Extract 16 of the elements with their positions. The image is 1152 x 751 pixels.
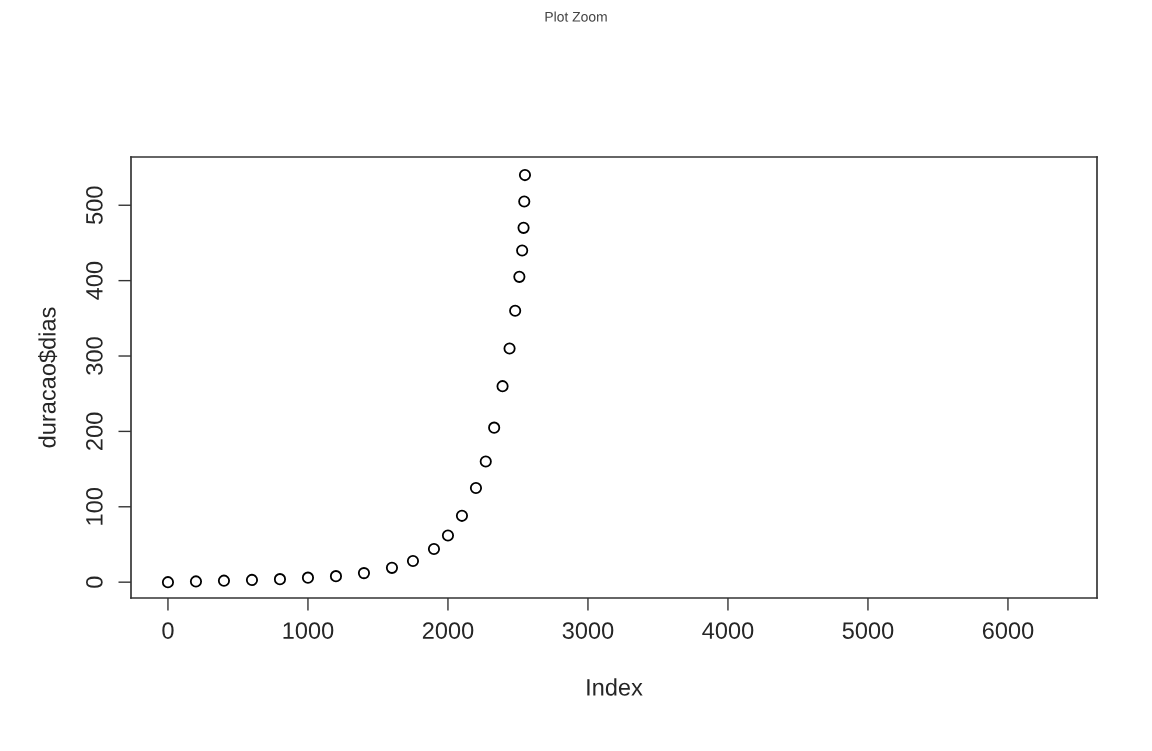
y-tick-label: 400 [86, 261, 103, 300]
x-tick-label: 1000 [283, 622, 334, 639]
y-tick-label: 500 [86, 186, 103, 224]
x-tick-label: 4000 [702, 622, 754, 639]
x-tick-label: 2000 [422, 622, 474, 639]
x-tick-label: 6000 [982, 622, 1034, 639]
x-tick-label: 3000 [562, 622, 614, 639]
x-tick-label: 0 [162, 622, 174, 639]
y-tick-label: 300 [86, 337, 103, 375]
y-tick-label: 0 [86, 576, 103, 588]
x-tick-label: 5000 [842, 622, 894, 639]
text: Plot Zoom [545, 11, 607, 22]
x-axis-title: Index [587, 678, 643, 696]
y-tick-label: 200 [86, 412, 103, 450]
y-axis-title: duracao$dias [38, 307, 58, 448]
y-tick-label: 100 [86, 488, 103, 525]
